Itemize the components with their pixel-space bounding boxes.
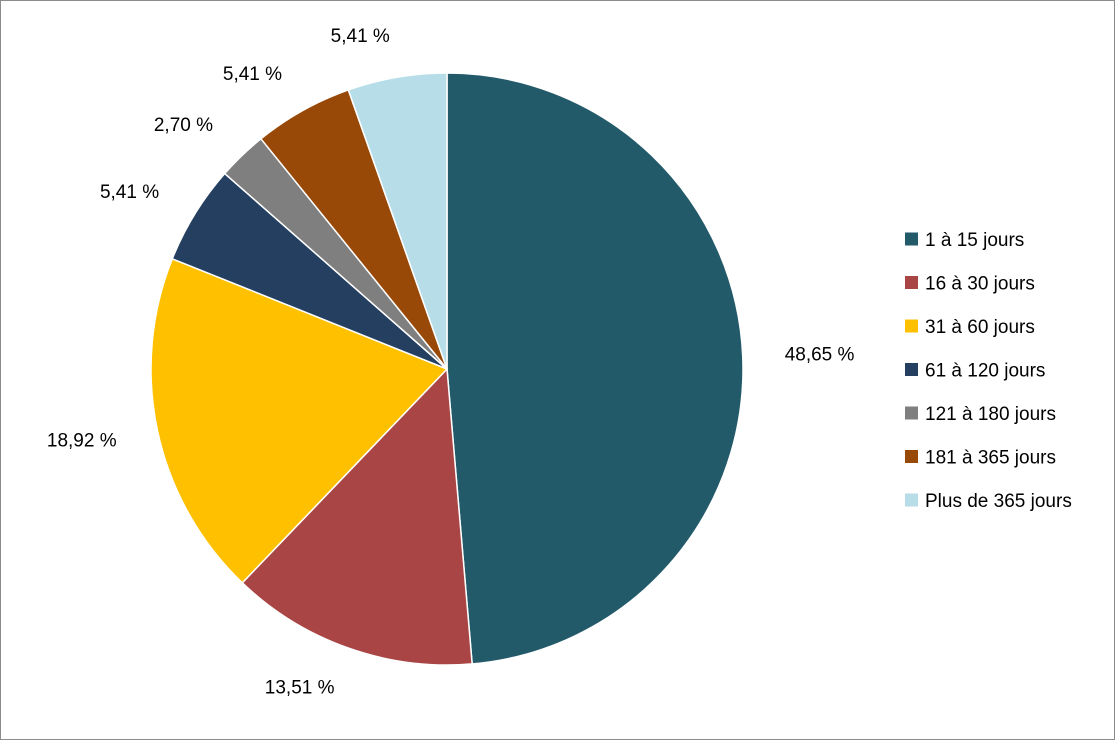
- legend-label-121-a-180-jours: 121 à 180 jours: [925, 404, 1056, 425]
- data-label-121-a-180-jours: 2,70 %: [154, 115, 213, 136]
- data-label-181-a-365-jours: 5,41 %: [223, 64, 282, 85]
- pie-slice-16-a-30-jours: [241, 367, 473, 666]
- legend-swatch-1-a-15-jours: [905, 232, 918, 246]
- legend: 1 à 15 jours 16 à 30 jours 31 à 60 jours 61…: [905, 230, 1072, 512]
- legend-swatch-121-a-180-jours: [905, 406, 918, 420]
- data-label-61-a-120-jours: 5,41 %: [100, 182, 159, 203]
- legend-label-1-a-15-jours: 1 à 15 jours: [925, 230, 1024, 251]
- legend-swatch-plus-de-365-jours: [905, 493, 918, 507]
- legend-label-181-a-365-jours: 181 à 365 jours: [925, 448, 1056, 469]
- data-label-plus-de-365-jours: 5,41 %: [331, 26, 390, 47]
- legend-label-31-a-60-jours: 31 à 60 jours: [925, 317, 1035, 338]
- legend-label-plus-de-365-jours: Plus de 365 jours: [925, 491, 1072, 512]
- data-label-1-a-15-jours: 48,65 %: [785, 345, 855, 366]
- legend-swatch-181-a-365-jours: [905, 450, 918, 463]
- data-label-31-a-60-jours: 18,92 %: [47, 430, 117, 451]
- pie-slice-plus-de-365-jours: [347, 72, 448, 370]
- legend-label-61-a-120-jours: 61 à 120 jours: [925, 361, 1045, 382]
- legend-label-16-a-30-jours: 16 à 30 jours: [925, 274, 1035, 295]
- pie-slices: [150, 72, 744, 666]
- legend-swatch-61-a-120-jours: [905, 363, 918, 376]
- data-label-16-a-30-jours: 13,51 %: [265, 678, 335, 699]
- data-labels: 48,65 % 13,51 % 18,92 % 5,41 % 2,70 % 5,41 % 5…: [47, 26, 855, 699]
- legend-swatch-31-a-60-jours: [905, 319, 918, 333]
- legend-swatch-16-a-30-jours: [905, 276, 918, 289]
- pie-slice-1-a-15-jours: [446, 72, 744, 665]
